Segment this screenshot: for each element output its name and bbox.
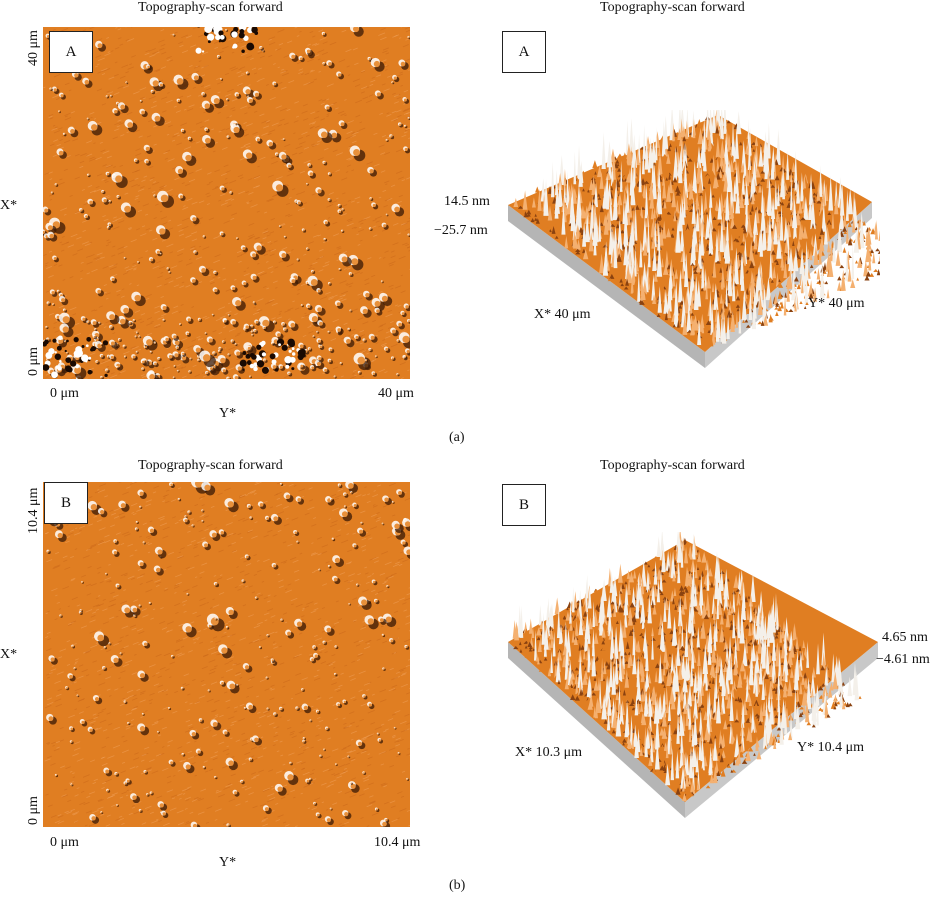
panel-b-z-min-label: −4.61 nm <box>876 652 930 667</box>
panel-a-x-left-label: 0 μm <box>50 386 79 401</box>
panel-b-2d-badge: B <box>44 482 88 524</box>
panel-b-topography-image <box>43 482 410 827</box>
panel-b-axis-horizontal-label: Y* <box>219 855 237 870</box>
panel-b-3d-title: Topography-scan forward <box>600 458 745 473</box>
panel-b-x-right-label: 10.4 μm <box>374 835 421 850</box>
panel-b-3d-surface <box>500 532 885 832</box>
panel-b-x-left-label: 0 μm <box>50 835 79 850</box>
panel-a-3d-y-label: Y* 40 μm <box>808 296 865 311</box>
panel-a-y-bottom-label: 0 μm <box>26 347 41 376</box>
panel-a-topography-image <box>43 27 410 379</box>
panel-a-2d-badge: A <box>49 31 93 73</box>
panel-b-3d-y-label: Y* 10.4 μm <box>797 740 865 755</box>
panel-a-3d-title: Topography-scan forward <box>600 0 745 15</box>
panel-b-3d-badge: B <box>502 484 546 526</box>
panel-a-axis-vertical-label: X* <box>0 198 18 213</box>
panel-a-z-min-label: −25.7 nm <box>434 223 488 238</box>
panel-a-x-right-label: 40 μm <box>378 386 414 401</box>
panel-b-axis-vertical-label: X* <box>0 647 18 662</box>
panel-b-y-bottom-label: 0 μm <box>26 796 41 825</box>
panel-a-caption: (a) <box>449 430 465 445</box>
panel-a-2d-title: Topography-scan forward <box>138 0 283 15</box>
panel-b-2d-title: Topography-scan forward <box>138 458 283 473</box>
panel-a-axis-horizontal-label: Y* <box>219 406 237 421</box>
panel-a-y-top-label: 40 μm <box>26 30 41 66</box>
panel-b-y-top-label: 10.4 μm <box>26 487 41 534</box>
panel-a-3d-badge: A <box>502 31 546 73</box>
panel-a-3d-x-label: X* 40 μm <box>534 307 591 322</box>
panel-b-3d-x-label: X* 10.3 μm <box>515 745 583 760</box>
panel-a-3d-surface <box>500 110 880 382</box>
panel-b-caption: (b) <box>449 878 466 893</box>
panel-a-z-max-label: 14.5 nm <box>444 194 490 209</box>
panel-b-z-max-label: 4.65 nm <box>882 630 928 645</box>
